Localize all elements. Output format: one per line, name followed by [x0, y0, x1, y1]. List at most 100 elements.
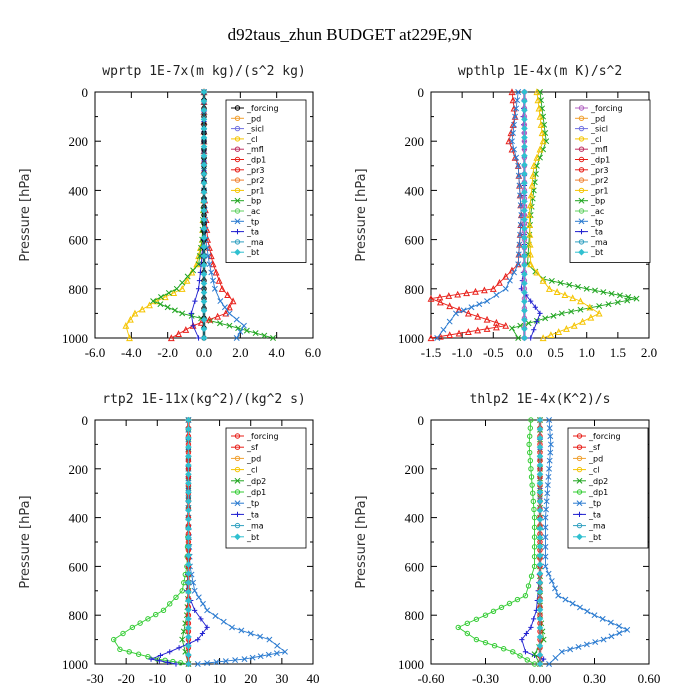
data-point	[537, 121, 545, 128]
data-point	[536, 507, 544, 514]
legend-entry: _cl	[246, 135, 258, 144]
legend-marker	[234, 455, 241, 462]
legend-entry: _sf	[588, 443, 600, 452]
data-point	[536, 615, 544, 623]
data-point	[553, 288, 561, 295]
legend-marker	[234, 500, 241, 507]
data-point	[164, 304, 171, 311]
data-point	[180, 628, 187, 635]
data-point	[540, 113, 547, 120]
series-line	[149, 420, 208, 665]
figure-title: d92taus_zhun BUDGET at229E,9N	[228, 25, 473, 44]
data-point	[261, 332, 268, 339]
data-point	[502, 272, 510, 280]
data-point	[212, 268, 220, 276]
y-tick-label: 400	[405, 183, 425, 198]
series-bt	[200, 88, 208, 342]
data-point	[157, 652, 163, 659]
legend: _forcing_pd _sicl_cl_mfl _dp1_pr3_pr2_pr1 _…	[569, 99, 651, 263]
legend-entry: _cl	[246, 466, 258, 475]
data-point	[616, 630, 623, 637]
data-point	[452, 310, 459, 317]
data-point	[530, 162, 538, 169]
series-line	[125, 92, 205, 339]
data-point	[587, 313, 595, 321]
data-point	[200, 316, 208, 324]
data-point	[200, 134, 208, 141]
data-point	[167, 334, 175, 342]
data-point	[127, 315, 134, 323]
data-point	[185, 470, 192, 478]
data-point	[536, 425, 544, 433]
data-point	[427, 334, 435, 342]
data-point	[536, 543, 544, 550]
legend-marker	[234, 477, 241, 484]
data-point	[440, 326, 447, 333]
data-point	[542, 563, 549, 570]
legend-entry: _ma	[590, 238, 608, 247]
data-point	[157, 301, 164, 308]
series-bt	[536, 416, 544, 668]
legend-entry: _dp1	[246, 156, 266, 165]
data-point	[468, 304, 475, 311]
data-point	[446, 302, 454, 310]
data-point	[126, 649, 132, 655]
data-point	[569, 600, 576, 607]
data-point	[204, 607, 211, 614]
data-point	[531, 524, 538, 531]
data-point	[474, 326, 482, 334]
x-tick-label: 30	[275, 671, 288, 686]
data-point	[521, 161, 528, 169]
data-point	[521, 125, 528, 132]
data-point	[521, 143, 528, 150]
data-point	[514, 596, 521, 603]
data-point	[537, 89, 543, 95]
data-point	[548, 277, 555, 284]
data-point	[185, 461, 192, 469]
data-point	[536, 145, 544, 153]
legend-marker	[578, 229, 585, 235]
legend-box	[225, 99, 307, 263]
series-tp	[434, 89, 525, 341]
data-point	[607, 619, 614, 626]
legend-entry: _bt	[588, 533, 601, 542]
data-point	[608, 290, 615, 297]
data-point	[165, 659, 171, 665]
data-point	[543, 138, 550, 145]
data-point	[537, 310, 543, 316]
data-point	[521, 106, 528, 114]
data-point	[517, 653, 523, 659]
x-tick-label: 1.5	[610, 345, 626, 360]
y-tick-label: 800	[69, 282, 89, 297]
data-point	[138, 305, 146, 313]
data-point	[624, 626, 631, 633]
data-point	[521, 270, 528, 278]
data-point	[583, 285, 590, 292]
data-point	[229, 624, 235, 631]
legend-entry: _pr3	[246, 166, 264, 175]
y-tick-label: 800	[405, 608, 425, 623]
data-point	[515, 162, 522, 169]
y-tick-label: 600	[405, 559, 425, 574]
panel-title: wpthlp 1E-4x(m K)/s^2	[458, 64, 622, 79]
data-point	[179, 636, 186, 643]
data-point	[530, 490, 536, 496]
legend-marker	[234, 511, 241, 517]
legend-entry: _tp	[588, 499, 601, 508]
x-tick-label: 0	[185, 671, 192, 686]
data-point	[596, 303, 603, 309]
data-point	[194, 661, 201, 667]
y-tick-label: 200	[69, 134, 89, 149]
data-point	[185, 507, 192, 514]
data-point	[200, 179, 208, 187]
data-point	[536, 443, 544, 451]
data-point	[209, 260, 217, 268]
data-point	[167, 649, 173, 655]
data-point	[539, 276, 547, 284]
data-point	[498, 604, 505, 611]
data-point	[179, 279, 186, 286]
legend-entry: _bt	[246, 533, 259, 542]
legend-entry: _forcing	[588, 432, 621, 441]
x-tick-label: -0.30	[472, 671, 499, 686]
y-tick-label: 600	[405, 233, 425, 248]
